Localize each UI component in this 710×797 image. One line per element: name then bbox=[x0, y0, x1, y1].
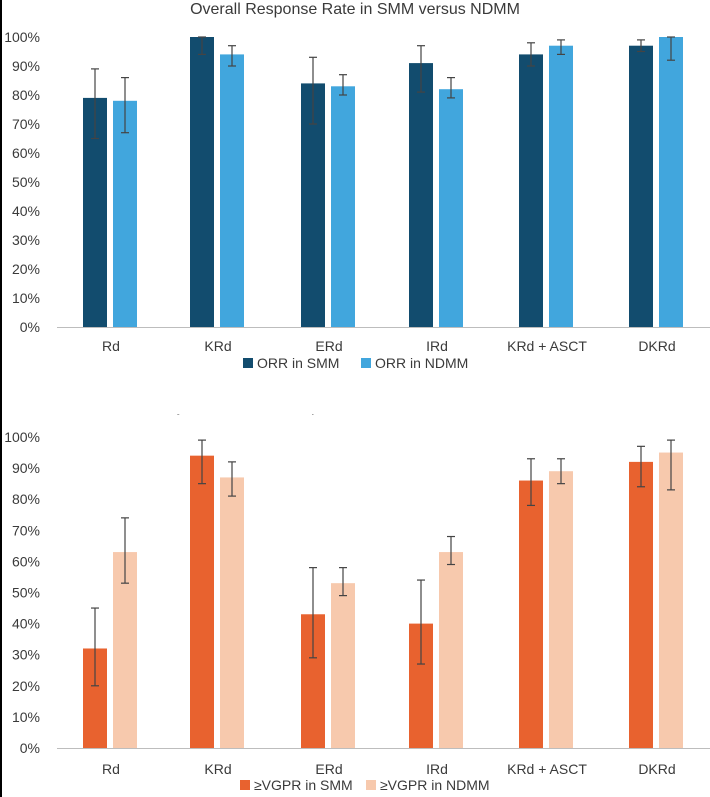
bar bbox=[190, 455, 214, 748]
bar bbox=[659, 37, 683, 327]
y-tick-label: 40% bbox=[12, 203, 40, 219]
x-tick-label: Rd bbox=[102, 338, 120, 354]
legend-swatch bbox=[243, 358, 253, 368]
y-tick-label: 90% bbox=[12, 58, 40, 74]
y-tick-label: 80% bbox=[12, 87, 40, 103]
x-tick-label: DKRd bbox=[638, 338, 675, 354]
y-tick-label: 70% bbox=[12, 116, 40, 132]
y-tick-label: 10% bbox=[12, 290, 40, 306]
bar bbox=[519, 54, 543, 328]
legend-swatch bbox=[361, 358, 371, 368]
chart-1: Overall Response Rate in SMM versus NDMM… bbox=[4, 1, 710, 371]
legend-swatch bbox=[240, 780, 250, 790]
y-tick-label: 70% bbox=[12, 522, 40, 538]
y-tick-label: 0% bbox=[20, 319, 40, 335]
x-tick-label: IRd bbox=[426, 761, 448, 777]
legend-swatch bbox=[366, 780, 376, 790]
y-tick-label: 40% bbox=[12, 616, 40, 632]
bar bbox=[549, 471, 573, 748]
y-tick-label: 30% bbox=[12, 647, 40, 663]
x-tick-label: KRd + ASCT bbox=[507, 761, 587, 777]
bar bbox=[549, 45, 573, 327]
left-edge bbox=[0, 0, 2, 797]
x-tick-label: ERd bbox=[315, 761, 342, 777]
bar bbox=[519, 480, 543, 748]
y-tick-label: 50% bbox=[12, 174, 40, 190]
bar bbox=[331, 86, 355, 327]
bar bbox=[331, 583, 355, 748]
bar bbox=[409, 63, 433, 327]
bar bbox=[629, 45, 653, 327]
x-tick-label: KRd bbox=[204, 761, 231, 777]
y-tick-label: 0% bbox=[20, 740, 40, 756]
legend-label: ORR in NDMM bbox=[375, 355, 468, 371]
x-tick-label: IRd bbox=[426, 338, 448, 354]
chart-divider bbox=[0, 378, 710, 414]
y-tick-label: 10% bbox=[12, 709, 40, 725]
y-tick-label: 60% bbox=[12, 553, 40, 569]
y-tick-label: 30% bbox=[12, 232, 40, 248]
x-tick-label: KRd + ASCT bbox=[507, 338, 587, 354]
x-tick-label: DKRd bbox=[638, 761, 675, 777]
bar bbox=[659, 452, 683, 748]
y-tick-label: 80% bbox=[12, 491, 40, 507]
y-tick-label: 90% bbox=[12, 460, 40, 476]
chart-2: Very Good Partial Response Rate in SMM v… bbox=[4, 398, 710, 793]
bar bbox=[629, 461, 653, 748]
x-tick-label: Rd bbox=[102, 761, 120, 777]
y-tick-label: 60% bbox=[12, 145, 40, 161]
y-tick-label: 20% bbox=[12, 261, 40, 277]
y-tick-label: 100% bbox=[4, 29, 40, 45]
bar bbox=[439, 552, 463, 748]
bar bbox=[113, 552, 137, 748]
x-tick-label: KRd bbox=[204, 338, 231, 354]
bar bbox=[220, 477, 244, 748]
y-tick-label: 100% bbox=[4, 429, 40, 445]
chart-title: Overall Response Rate in SMM versus NDMM bbox=[190, 1, 520, 18]
bar bbox=[113, 100, 137, 327]
y-tick-label: 50% bbox=[12, 585, 40, 601]
y-tick-label: 20% bbox=[12, 678, 40, 694]
legend-label: ORR in SMM bbox=[257, 355, 339, 371]
legend-label: ≥VGPR in SMM bbox=[254, 777, 353, 793]
x-tick-label: ERd bbox=[315, 338, 342, 354]
bar bbox=[220, 54, 244, 328]
bar bbox=[190, 37, 214, 327]
legend-label: ≥VGPR in NDMM bbox=[380, 777, 490, 793]
bar bbox=[439, 89, 463, 327]
